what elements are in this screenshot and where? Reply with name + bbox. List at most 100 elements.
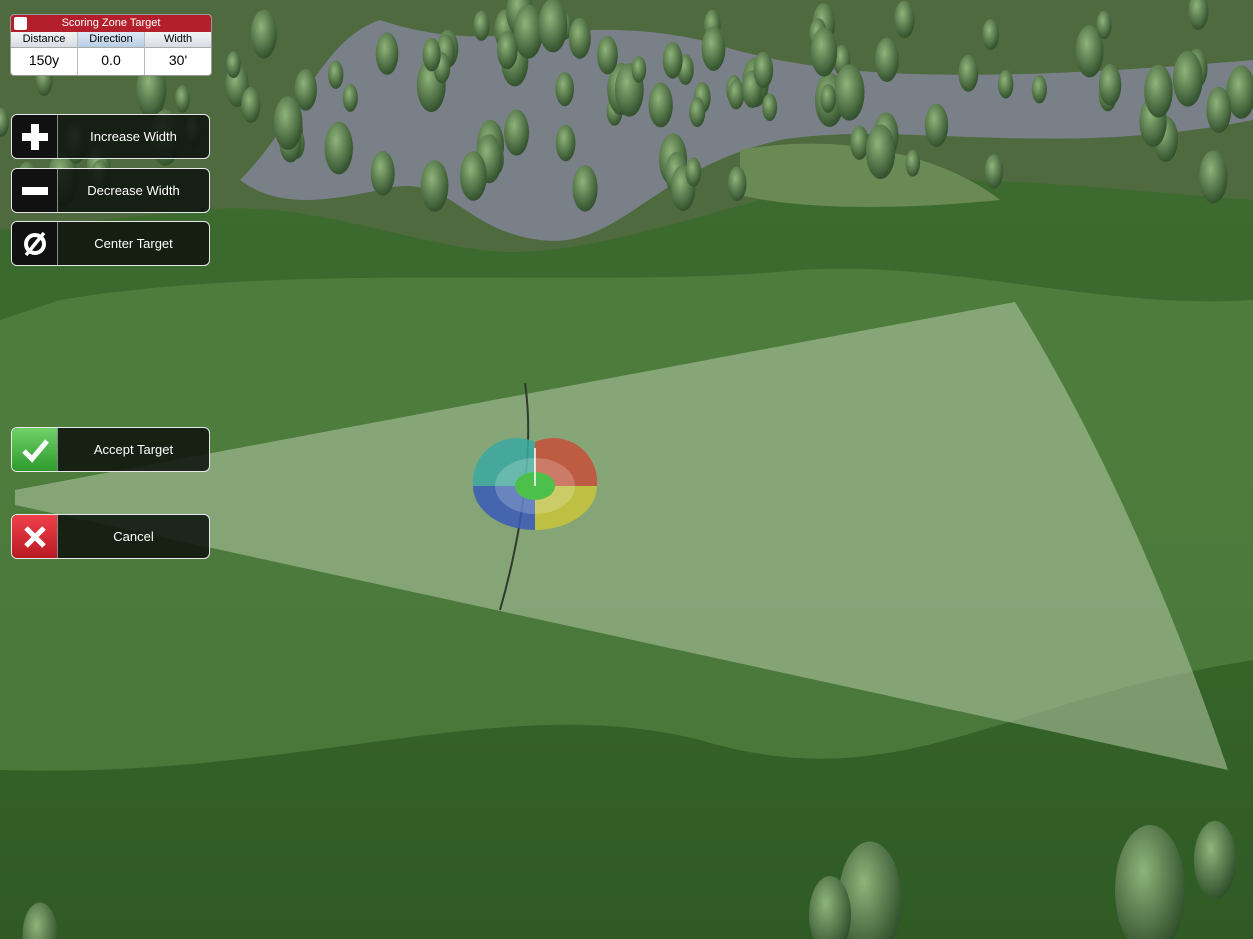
panel-title: Scoring Zone Target	[61, 17, 161, 29]
tree	[727, 166, 747, 201]
icon	[12, 428, 58, 471]
tree	[689, 97, 706, 128]
tree	[958, 54, 979, 92]
logo	[14, 17, 27, 30]
tree	[810, 27, 838, 77]
tree	[924, 103, 949, 147]
tree	[1075, 25, 1104, 78]
button-label: Increase Width	[90, 129, 177, 144]
tree	[850, 125, 869, 160]
target	[472, 438, 598, 530]
plus-icon	[21, 123, 48, 150]
tree	[555, 71, 574, 107]
decrease-width-button[interactable]: Decrease Width	[11, 168, 210, 213]
tree	[982, 19, 999, 51]
column-header: Direction	[78, 32, 145, 48]
x-icon	[23, 525, 46, 548]
tree	[294, 68, 317, 111]
distance-value: 150y	[11, 48, 78, 75]
accept-target-button[interactable]: Accept Target	[11, 427, 210, 472]
tree-line	[0, 0, 1253, 212]
tree	[1098, 64, 1122, 106]
center-target-button[interactable]: Center Target	[11, 221, 210, 266]
tree	[1206, 86, 1232, 134]
minus-icon	[21, 186, 48, 195]
column-header: Distance	[11, 32, 78, 48]
tree	[473, 10, 490, 41]
tree	[504, 109, 530, 156]
tree	[1144, 64, 1173, 118]
tree	[1031, 75, 1048, 104]
tree	[597, 35, 618, 75]
tree	[1199, 150, 1228, 204]
scoring-panel: Scoring Zone Target Distance Direction W…	[10, 14, 212, 76]
tree	[820, 83, 836, 113]
tree	[136, 62, 167, 118]
scoring-zone	[15, 302, 1228, 770]
tree	[273, 96, 303, 150]
tree	[997, 69, 1014, 99]
tree	[631, 56, 647, 83]
tree	[324, 121, 353, 175]
foreground-trees	[22, 821, 1236, 939]
tree	[513, 4, 543, 59]
tree	[370, 151, 395, 196]
tree	[874, 37, 899, 82]
icon	[12, 115, 58, 158]
button-label: Accept Target	[93, 442, 174, 457]
panel-header: Scoring Zone Target	[11, 15, 211, 32]
tree	[497, 31, 518, 70]
tree	[226, 51, 241, 79]
button-label: Decrease Width	[87, 183, 180, 198]
tree	[241, 87, 261, 123]
tree	[809, 876, 851, 939]
tree	[538, 0, 568, 53]
tree	[701, 26, 726, 71]
tree	[834, 64, 865, 121]
tree	[753, 51, 774, 89]
tree	[1172, 51, 1203, 107]
tree	[1226, 65, 1253, 119]
header-row: Distance Direction Width	[11, 32, 211, 48]
check-icon	[21, 438, 49, 463]
tree	[460, 151, 487, 201]
tree	[1096, 10, 1112, 39]
tree	[685, 157, 702, 187]
tree	[762, 93, 778, 122]
tree	[555, 124, 576, 162]
tree	[865, 124, 896, 179]
icon	[12, 169, 58, 212]
icon	[12, 222, 58, 265]
tree	[572, 165, 598, 212]
tree	[905, 149, 921, 177]
tree	[175, 85, 190, 113]
tree	[1115, 825, 1185, 939]
tree	[984, 154, 1004, 189]
tree	[422, 37, 441, 72]
width-value: 30'	[168, 52, 188, 68]
value-row: 150y 0.0 30'	[11, 48, 211, 75]
icon	[12, 515, 58, 558]
column-header: Width	[145, 32, 211, 48]
cancel-button[interactable]: Cancel	[11, 514, 210, 559]
tree	[568, 17, 591, 59]
tee-box	[740, 143, 1000, 207]
center-icon	[23, 231, 46, 256]
button-label: Center Target	[94, 236, 173, 251]
direction-value: 0.0	[78, 48, 145, 75]
tree	[728, 79, 745, 110]
tree	[662, 41, 683, 79]
tree	[894, 0, 915, 39]
button-label: Cancel	[113, 529, 154, 544]
tree	[0, 107, 9, 137]
tree	[420, 160, 449, 212]
tree	[1194, 821, 1236, 899]
tree	[1188, 0, 1209, 30]
tree	[648, 82, 673, 128]
increase-width-button[interactable]: Increase Width	[11, 114, 210, 159]
tree	[375, 32, 399, 75]
tree	[342, 83, 358, 112]
tree	[838, 841, 902, 939]
